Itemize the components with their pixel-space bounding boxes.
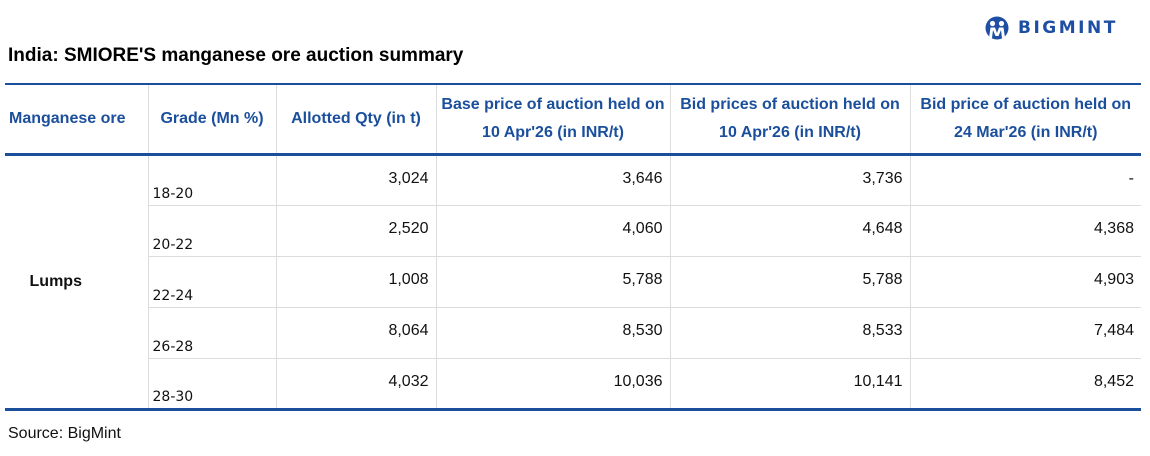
table-header-row: Manganese ore Grade (Mn %) Allotted Qty …	[5, 83, 1141, 156]
table-row: 20-22 2,520 4,060 4,648 4,368	[5, 205, 1141, 257]
header-manganese-ore: Manganese ore	[5, 83, 148, 156]
bid-apr-cell: 5,788	[669, 256, 910, 308]
header-base-price-apr: Base price of auction held on 10 Apr'26 …	[435, 83, 670, 156]
source-note: Source: BigMint	[8, 425, 121, 442]
bid-apr-cell: 8,533	[669, 307, 910, 359]
base-price-cell: 4,060	[435, 205, 670, 257]
bid-mar-cell: 7,484	[909, 307, 1141, 359]
table-row: 22-24 1,008 5,788 5,788 4,903	[5, 256, 1141, 308]
qty-cell: 4,032	[275, 358, 436, 411]
brand-logo: BIGMINT	[984, 16, 1118, 40]
base-price-cell: 5,788	[435, 256, 670, 308]
table-row: Lumps 18-20 3,024 3,646 3,736 -	[5, 154, 1141, 411]
grade-cell: 18-20	[147, 154, 276, 206]
page-title: India: SMIORE'S manganese ore auction su…	[8, 45, 464, 66]
base-price-cell: 10,036	[435, 358, 670, 411]
bigmint-logo-icon	[985, 16, 1009, 40]
header-grade: Grade (Mn %)	[147, 83, 276, 156]
qty-cell: 3,024	[275, 154, 436, 206]
base-price-cell: 8,530	[435, 307, 670, 359]
bid-apr-cell: 4,648	[669, 205, 910, 257]
bid-mar-cell: 4,903	[909, 256, 1141, 308]
table-row: 26-28 8,064 8,530 8,533 7,484	[5, 307, 1141, 359]
bid-apr-cell: 3,736	[669, 154, 910, 206]
bid-mar-cell: 4,368	[909, 205, 1141, 257]
grade-cell: 22-24	[147, 256, 276, 308]
qty-cell: 8,064	[275, 307, 436, 359]
grade-cell: 28-30	[147, 358, 276, 411]
qty-cell: 1,008	[275, 256, 436, 308]
qty-cell: 2,520	[275, 205, 436, 257]
grade-cell: 20-22	[147, 205, 276, 257]
header-allotted-qty: Allotted Qty (in t)	[275, 83, 436, 156]
header-bid-price-mar: Bid price of auction held on 24 Mar'26 (…	[909, 83, 1141, 156]
bid-mar-cell: -	[909, 154, 1141, 206]
bid-mar-cell: 8,452	[909, 358, 1141, 411]
auction-summary-table: Manganese ore Grade (Mn %) Allotted Qty …	[5, 83, 1141, 411]
brand-name: BIGMINT	[1018, 18, 1118, 38]
category-cell: Lumps	[5, 154, 148, 411]
bid-apr-cell: 10,141	[669, 358, 910, 411]
grade-cell: 26-28	[147, 307, 276, 359]
base-price-cell: 3,646	[435, 154, 670, 206]
header-bid-price-apr: Bid prices of auction held on 10 Apr'26 …	[669, 83, 910, 156]
table-row: 28-30 4,032 10,036 10,141 8,452	[5, 358, 1141, 411]
